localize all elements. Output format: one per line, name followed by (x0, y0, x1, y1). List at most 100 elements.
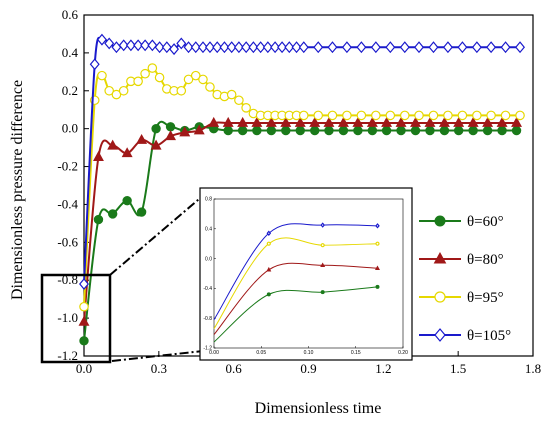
legend-marker-0 (434, 215, 446, 227)
y-tick-label: -0.4 (57, 196, 78, 211)
inset-data-point-0 (375, 284, 380, 289)
data-point-0 (237, 125, 248, 136)
data-point-1 (150, 139, 162, 150)
inset-y-tick-label: 0.0 (205, 256, 212, 262)
x-axis-label: Dimensionless time (255, 400, 382, 417)
data-point-3 (500, 41, 511, 54)
data-point-3 (118, 39, 129, 52)
data-point-2 (486, 110, 496, 121)
data-point-0 (295, 125, 305, 136)
data-point-1 (93, 151, 104, 161)
data-point-1 (337, 116, 349, 127)
inset-panel (199, 187, 413, 361)
data-point-3 (125, 39, 136, 52)
data-point-2 (399, 110, 410, 121)
data-point-3 (140, 39, 151, 52)
x-tick-label: 1.2 (375, 361, 391, 376)
data-point-1 (424, 116, 436, 127)
data-point-2 (428, 110, 439, 121)
data-point-0 (338, 125, 349, 136)
data-point-3 (89, 58, 100, 71)
legend-label-3: θ=105° (467, 328, 511, 344)
data-point-3 (96, 33, 107, 46)
data-point-2 (97, 70, 107, 81)
y-axis-label: Dimensionless pressure difference (9, 80, 26, 300)
data-point-2 (515, 110, 525, 121)
inset-data-point-0 (266, 292, 271, 297)
data-point-2 (205, 82, 215, 92)
data-point-1 (265, 116, 277, 127)
data-point-0 (151, 123, 161, 134)
legend: θ=60° θ=80° θ=95° θ=105° (419, 214, 511, 344)
data-point-3 (356, 41, 367, 54)
inset-data-point-3 (375, 223, 380, 229)
inset-series-line-3 (213, 223, 378, 320)
data-point-0 (165, 122, 176, 132)
data-point-2 (133, 76, 143, 87)
x-tick-label: 1.8 (525, 361, 541, 376)
data-point-0 (136, 207, 147, 217)
data-point-2 (118, 85, 129, 96)
data-point-3 (183, 41, 194, 54)
data-point-3 (241, 41, 252, 54)
inset-series-line-0 (213, 286, 378, 343)
data-point-0 (439, 125, 450, 136)
data-point-3 (219, 41, 230, 54)
data-point-3 (471, 41, 482, 54)
data-point-3 (457, 41, 468, 54)
data-point-2 (443, 110, 453, 121)
data-point-3 (399, 41, 410, 54)
inset-data-point-2 (375, 241, 380, 246)
data-point-0 (310, 125, 320, 136)
data-point-2 (140, 68, 150, 79)
data-point-3 (147, 39, 158, 52)
data-point-1 (179, 126, 191, 137)
data-point-3 (385, 41, 396, 54)
inset-data-point-3 (266, 230, 272, 237)
data-point-2 (313, 110, 324, 121)
data-point-3 (277, 41, 288, 54)
legend-label-2: θ=95° (467, 290, 504, 306)
data-point-0 (410, 125, 421, 136)
data-point-1 (237, 116, 249, 127)
zoom-box (40, 273, 112, 364)
data-point-2 (183, 74, 194, 85)
data-point-1 (121, 147, 133, 158)
data-point-3 (515, 41, 526, 54)
data-point-3 (212, 41, 223, 54)
data-point-3 (298, 41, 309, 54)
data-point-1 (511, 116, 523, 127)
y-tick-label: -0.6 (57, 234, 78, 249)
x-tick-label: 0.9 (300, 361, 316, 376)
y-tick-label: 0.4 (62, 45, 79, 60)
inset-y-tick-label: 0.8 (205, 197, 212, 203)
data-point-0 (281, 125, 291, 136)
data-point-3 (255, 41, 266, 54)
x-tick-label: 1.5 (450, 361, 466, 376)
data-point-3 (226, 41, 237, 54)
data-point-3 (204, 41, 215, 54)
data-point-2 (226, 89, 237, 100)
data-point-1 (165, 130, 177, 141)
y-tick-label: -0.2 (57, 159, 78, 174)
inset-data-point-1 (266, 266, 272, 272)
data-point-1 (366, 116, 378, 127)
x-tick-label: 0.0 (76, 361, 92, 376)
legend-marker-2 (434, 291, 446, 303)
inset-data-point-1 (374, 265, 380, 270)
zoom-arrow-top (109, 187, 213, 276)
data-point-2 (385, 110, 396, 121)
data-point-2 (342, 110, 352, 121)
data-point-2 (104, 85, 114, 96)
data-point-0 (107, 209, 118, 219)
inset-y-tick-label: -0.4 (203, 286, 212, 292)
data-point-3 (284, 41, 295, 54)
data-point-1 (208, 116, 220, 127)
data-point-1 (107, 139, 119, 150)
data-point-2 (327, 110, 338, 121)
inset-data-point-1 (320, 262, 326, 268)
data-point-3 (370, 41, 381, 54)
data-point-2 (176, 85, 187, 96)
inset-y-tick-label: 0.4 (205, 227, 212, 233)
